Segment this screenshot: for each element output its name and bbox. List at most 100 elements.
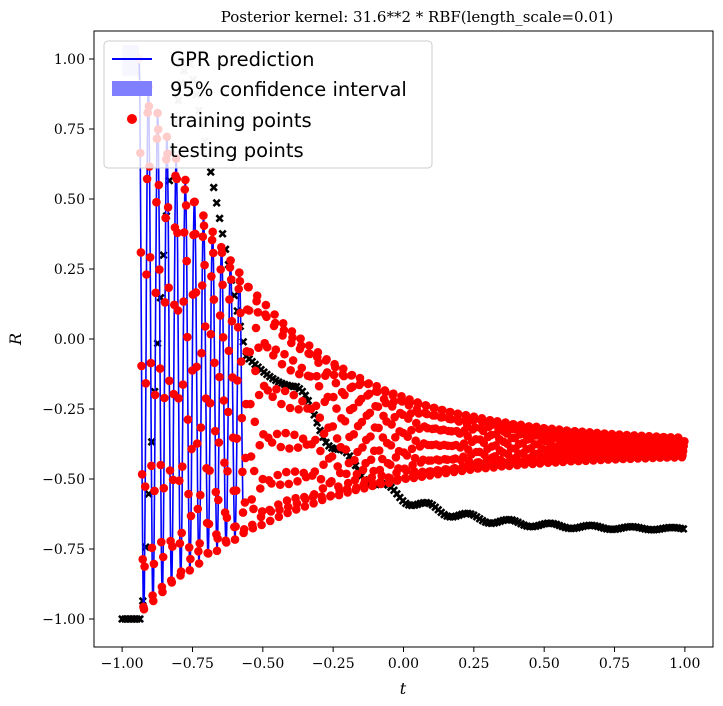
training-point	[180, 185, 190, 194]
training-point	[358, 465, 368, 475]
training-point	[231, 486, 241, 495]
training-point	[137, 470, 147, 479]
training-point	[178, 380, 188, 389]
training-point	[293, 477, 302, 486]
training-point	[501, 421, 511, 430]
training-point	[235, 276, 245, 286]
y-axis-label: R	[6, 333, 25, 346]
training-point	[222, 538, 231, 547]
training-point	[248, 523, 258, 533]
x-tick-label: 0.00	[388, 656, 419, 672]
x-tick-label: 0.50	[529, 656, 560, 672]
training-point	[165, 466, 175, 475]
training-point	[186, 554, 195, 564]
training-point	[164, 283, 173, 293]
training-point	[249, 466, 259, 476]
training-point	[347, 370, 357, 380]
training-point	[339, 364, 348, 374]
training-point	[245, 347, 255, 357]
training-point	[262, 342, 272, 352]
training-point	[450, 463, 460, 473]
training-point	[426, 467, 435, 476]
training-point	[244, 282, 253, 292]
training-point	[197, 281, 207, 290]
training-point	[176, 567, 186, 576]
training-point	[155, 364, 165, 373]
training-point	[184, 543, 194, 552]
training-point	[292, 499, 302, 508]
training-point	[493, 418, 503, 427]
training-point	[233, 376, 242, 385]
legend-box	[103, 40, 433, 169]
training-point	[391, 433, 400, 442]
training-point	[304, 341, 314, 350]
training-point	[327, 477, 336, 486]
training-point	[205, 398, 215, 408]
training-point	[313, 348, 323, 357]
training-point	[222, 513, 232, 522]
training-point	[193, 504, 203, 514]
training-point	[268, 392, 278, 402]
training-point	[414, 409, 424, 418]
training-point	[198, 232, 208, 241]
training-point	[293, 443, 303, 452]
training-point	[149, 596, 158, 606]
training-point	[283, 502, 293, 512]
training-point	[311, 435, 320, 445]
training-point	[377, 471, 387, 481]
x-tick-label: −1.00	[101, 656, 144, 672]
training-point	[214, 495, 223, 505]
training-point	[389, 389, 398, 399]
training-point	[226, 275, 236, 284]
training-point	[360, 476, 370, 485]
training-point	[360, 484, 369, 493]
training-point	[387, 420, 396, 429]
training-point	[246, 452, 256, 461]
training-point	[218, 333, 228, 342]
training-point	[249, 504, 258, 514]
training-point	[275, 505, 284, 514]
training-point	[394, 464, 403, 473]
training-point	[195, 539, 204, 548]
training-point	[138, 555, 147, 564]
training-point	[183, 415, 193, 424]
training-point	[310, 467, 320, 476]
training-point	[348, 403, 358, 413]
x-axis-label: t	[400, 679, 407, 698]
testing-point	[135, 614, 144, 624]
training-point	[174, 394, 183, 403]
training-point	[297, 363, 307, 373]
training-point	[142, 174, 152, 184]
training-point	[231, 522, 240, 531]
training-point	[403, 432, 413, 442]
training-point	[356, 378, 365, 388]
training-point	[330, 362, 340, 372]
training-point	[274, 512, 284, 522]
training-point	[373, 387, 382, 397]
y-tick-label: 0.50	[54, 192, 85, 208]
training-point	[317, 495, 327, 505]
training-point	[298, 396, 307, 406]
training-point	[348, 382, 357, 392]
training-point	[262, 312, 271, 322]
training-point	[214, 438, 224, 447]
training-point	[438, 405, 447, 415]
training-point	[343, 488, 352, 497]
training-point	[365, 408, 375, 418]
training-point	[196, 490, 205, 500]
training-point	[319, 460, 328, 470]
training-point	[223, 466, 232, 476]
training-point	[462, 412, 471, 422]
training-point	[225, 295, 234, 304]
training-point	[200, 260, 209, 270]
training-point	[358, 443, 367, 452]
training-point	[179, 297, 188, 306]
training-point	[227, 316, 237, 326]
training-point	[458, 462, 468, 471]
training-point	[157, 537, 166, 547]
training-point	[376, 479, 386, 489]
training-point	[210, 426, 220, 436]
training-point	[254, 390, 264, 400]
training-point	[315, 413, 325, 423]
training-point	[305, 349, 315, 359]
